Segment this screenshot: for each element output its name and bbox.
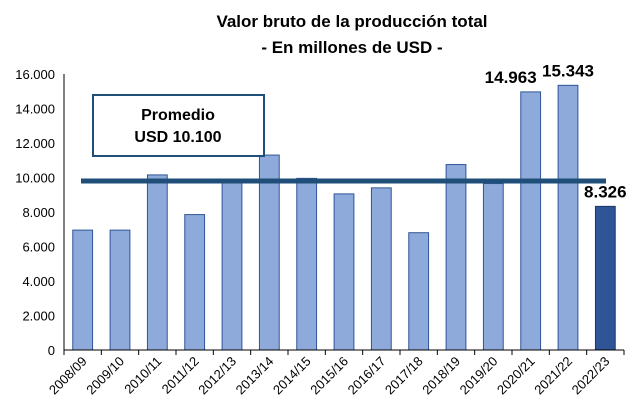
axes	[63, 74, 625, 355]
x-tick-label: 2014/15	[270, 354, 314, 398]
x-tick-label: 2018/19	[419, 354, 463, 398]
x-tick-label: 2011/12	[159, 354, 202, 397]
x-tick-label: 2015/16	[307, 354, 351, 398]
average-label-title: Promedio	[141, 107, 215, 124]
bar-2021-22	[557, 84, 579, 351]
x-tick-label: 2021/22	[531, 354, 575, 398]
bars-group	[72, 84, 616, 351]
x-tick-label: 2022/23	[569, 354, 613, 398]
average-label-value: USD 10.100	[134, 129, 221, 146]
bar-2016-17	[370, 187, 392, 351]
x-tick-label: 2020/21	[494, 354, 538, 398]
data-label-2020-21: 14.963	[485, 68, 537, 87]
bar-2013-14	[258, 154, 280, 351]
chart-title: Valor bruto de la producción total	[216, 12, 487, 31]
data-label-2022-23: 8.326	[584, 182, 627, 201]
y-tick-label: 10.000	[15, 171, 55, 186]
x-tick-label: 2017/18	[382, 354, 426, 398]
x-tick-label: 2010/11	[121, 354, 164, 397]
chart-subtitle: - En millones de USD -	[261, 38, 442, 57]
y-tick-label: 0	[48, 343, 55, 358]
average-box	[92, 94, 265, 157]
y-tick-label: 16.000	[15, 67, 55, 82]
bar-2008-09	[72, 229, 94, 351]
x-tick-label: 2013/14	[233, 354, 277, 398]
y-tick-label: 12.000	[15, 136, 55, 151]
bar-2012-13	[221, 180, 243, 351]
bar-2022-23	[594, 205, 616, 351]
bar-2010-11	[146, 174, 168, 351]
bar-2019-20	[482, 183, 504, 351]
data-label-2021-22: 15.343	[542, 61, 594, 80]
y-axis-ticks: 0 2.000 4.000 6.000 8.000 10.000 12.000 14.000 1…	[15, 67, 55, 358]
bar-2017-18	[408, 232, 430, 351]
bar-2014-15	[296, 177, 318, 351]
x-tick-label: 2016/17	[345, 354, 389, 398]
bar-2009-10	[109, 229, 131, 351]
bar-2018-19	[445, 164, 467, 351]
y-tick-label: 8.000	[22, 205, 55, 220]
y-tick-label: 14.000	[15, 102, 55, 117]
x-tick-label: 2019/20	[457, 354, 501, 398]
bar-2011-12	[184, 214, 206, 351]
bar-2015-16	[333, 193, 355, 351]
y-tick-label: 2.000	[22, 309, 55, 324]
y-tick-label: 6.000	[22, 240, 55, 255]
x-axis-ticks: 2008/092009/102010/112011/122012/132013/…	[46, 354, 613, 398]
average-group: Promedio USD 10.100	[81, 94, 606, 184]
x-tick-label: 2012/13	[195, 354, 239, 398]
bar-2020-21	[520, 91, 542, 351]
x-tick-label: 2009/10	[83, 354, 127, 398]
y-tick-label: 4.000	[22, 274, 55, 289]
x-tick-label: 2008/09	[46, 354, 90, 398]
data-labels: 14.963 15.343 8.326	[485, 61, 627, 201]
